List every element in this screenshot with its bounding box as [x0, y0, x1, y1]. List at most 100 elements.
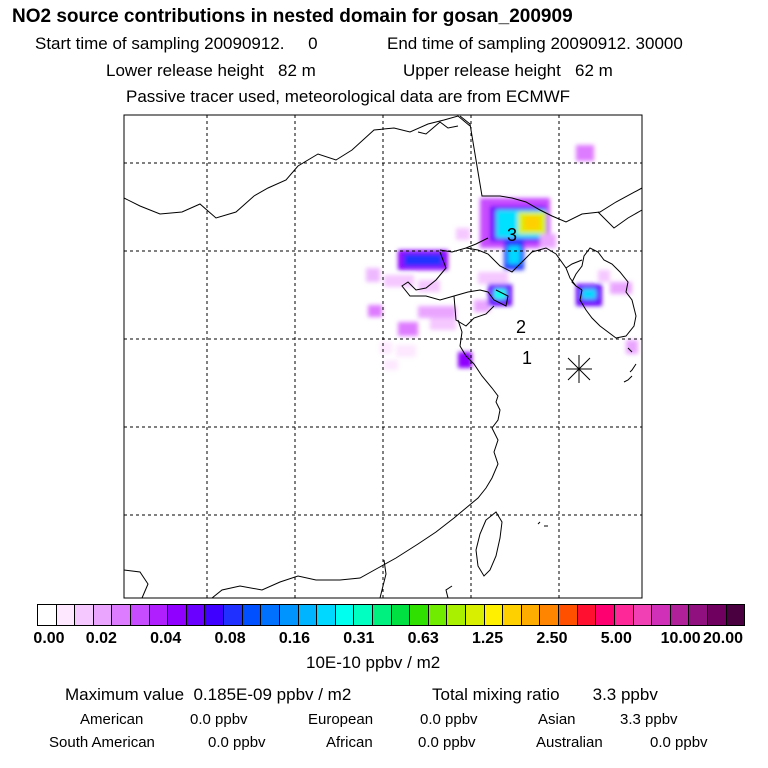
color-scale-swatch [502, 605, 521, 625]
color-scale-swatch [185, 605, 205, 625]
tracer-note: Passive tracer used, meteorological data… [126, 87, 571, 106]
plume-cell [430, 318, 456, 330]
region-value-asian: 3.3 ppbv [620, 711, 678, 728]
maximum-value-label: Maximum value 0.185E-09 ppbv / m2 [65, 685, 352, 704]
plume-cell [384, 275, 414, 287]
region-label-2: 2 [516, 317, 526, 337]
color-scale-tick-label: 0.02 [85, 630, 117, 647]
color-scale-units: 10E-10 ppbv / m2 [306, 653, 441, 672]
color-scale-swatch [632, 605, 652, 625]
receptor-asterisk-icon [566, 355, 592, 383]
color-scale-swatch [576, 605, 596, 625]
color-scale-swatch [55, 605, 75, 625]
plume-cell [396, 345, 416, 357]
color-scale-swatch [427, 605, 447, 625]
color-scale-swatch [613, 605, 633, 625]
region-name-asian: Asian [538, 711, 576, 728]
plume-cell [582, 289, 596, 299]
color-scale-tick-label: 0.00 [33, 630, 65, 647]
color-scale-swatch [483, 605, 503, 625]
plume-cell [540, 234, 556, 248]
color-scale-swatch [520, 605, 540, 625]
lower-release-label: Lower release height 82 m [106, 61, 316, 80]
plume-cell [380, 342, 392, 354]
color-scale-tick-label: 0.16 [278, 630, 311, 647]
color-scale-tick-label: 0.04 [150, 630, 182, 647]
color-scale-swatch [74, 605, 93, 625]
region-labels: 3 2 1 [507, 225, 532, 368]
region-value-european: 0.0 ppbv [420, 711, 478, 728]
color-scale-tick-label: 10.00 [660, 630, 701, 647]
lat-lon-grid [124, 115, 642, 598]
color-scale-tick-label: 5.00 [600, 630, 632, 647]
color-scale-swatch [130, 605, 149, 625]
color-scale-swatch [390, 605, 410, 625]
region-name-american: American [80, 711, 144, 728]
color-scale-swatch [446, 605, 466, 625]
region-label-3: 3 [507, 225, 517, 245]
color-scale-tick-label: 0.31 [343, 630, 375, 647]
upper-release-label: Upper release height 62 m [403, 61, 613, 80]
end-time-label: End time of sampling 20090912. 30000 [387, 34, 683, 53]
plume-cell [398, 322, 418, 336]
plume-cell [456, 228, 470, 240]
color-scale-swatch [558, 605, 577, 625]
plume-cell [494, 289, 506, 299]
plume-cell [368, 305, 382, 317]
plume-cell [384, 360, 398, 370]
color-scale-tick-label: 0.08 [214, 630, 246, 647]
color-scale-swatch [465, 605, 484, 625]
region-name-australian: Australian [536, 734, 603, 751]
region-value-australian: 0.0 ppbv [650, 734, 708, 751]
color-scale-swatch [688, 605, 707, 625]
color-scale-bar [37, 604, 745, 626]
plume-cell [626, 340, 638, 354]
color-scale-tick-label: 20.00 [702, 630, 744, 647]
color-scale-swatch [278, 605, 298, 625]
plume-cell [598, 270, 610, 282]
total-mixing-ratio-label: Total mixing ratio 3.3 ppbv [432, 685, 658, 704]
color-scale-swatch [167, 605, 186, 625]
color-scale-tick-label: 0.63 [407, 630, 439, 647]
color-scale-swatch [595, 605, 614, 625]
region-name-south-american: South American [49, 734, 155, 751]
plume-cell [474, 300, 490, 312]
region-value-american: 0.0 ppbv [190, 711, 248, 728]
plume-cell [610, 282, 632, 294]
color-scale-swatch [409, 605, 428, 625]
color-scale-swatch [353, 605, 372, 625]
color-scale-swatch [241, 605, 261, 625]
color-scale-swatch [223, 605, 242, 625]
plume-cell [404, 254, 442, 266]
region-value-african: 0.0 ppbv [418, 734, 476, 751]
plume-cell [576, 145, 594, 161]
color-scale-swatch [316, 605, 335, 625]
plume-cell [366, 268, 380, 282]
color-scale-ticks: 0.00 0.02 0.04 0.08 0.16 0.31 0.63 1.25 2.50 5.00… [0, 630, 768, 650]
color-scale-swatch [669, 605, 689, 625]
plume-cell [508, 246, 520, 264]
color-scale-swatch [148, 605, 168, 625]
color-scale-swatch [297, 605, 317, 625]
plume-cell [418, 306, 456, 318]
plume-cell [524, 216, 540, 230]
color-scale-swatch [204, 605, 224, 625]
region-name-european: European [308, 711, 374, 728]
color-scale-swatch [111, 605, 131, 625]
color-scale-tick-label: 1.25 [471, 630, 504, 647]
plume-cell [478, 272, 508, 284]
color-scale-swatch [725, 605, 745, 625]
color-scale-swatch [92, 605, 112, 625]
color-scale-swatch [38, 605, 56, 625]
plume-cell [458, 352, 472, 368]
plot-title: NO2 source contributions in nested domai… [12, 6, 573, 27]
color-scale-swatch [260, 605, 279, 625]
concentration-field [366, 145, 638, 370]
color-scale-swatch [539, 605, 559, 625]
region-value-south-american: 0.0 ppbv [208, 734, 266, 751]
region-name-african: African [326, 734, 373, 751]
color-scale-swatch [334, 605, 354, 625]
color-scale-tick-label: 2.50 [536, 630, 568, 647]
color-scale-swatch [371, 605, 391, 625]
